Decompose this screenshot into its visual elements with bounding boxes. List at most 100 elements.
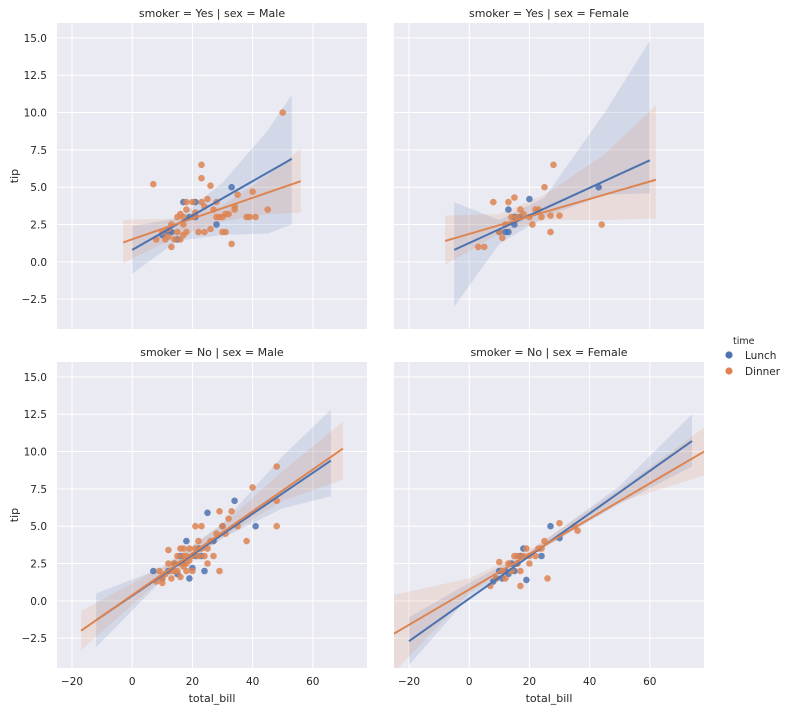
data-point-dinner (279, 109, 287, 116)
data-point-dinner (517, 582, 524, 590)
data-point-dinner (550, 161, 557, 169)
y-axis-label: tip (8, 508, 21, 522)
y-tick-label: −2.5 (22, 294, 48, 306)
y-tick-label: 7.5 (30, 145, 47, 157)
data-point-dinner (514, 552, 521, 560)
confidence-band-dinner (81, 421, 343, 651)
data-point-lunch (228, 183, 235, 191)
data-point-dinner (219, 522, 226, 530)
x-tick-label: 60 (306, 676, 319, 688)
panel-title: smoker = No | sex = Male (140, 346, 284, 359)
y-tick-label: 15.0 (24, 372, 47, 384)
panel-title: smoker = No | sex = Female (470, 346, 627, 359)
data-point-lunch (505, 228, 512, 236)
y-tick-label: 7.5 (30, 484, 47, 496)
x-tick-label: 0 (129, 676, 136, 688)
data-point-dinner (264, 206, 272, 213)
data-point-dinner (189, 198, 196, 206)
facet-panel-2: smoker = Yes | sex = Female (394, 7, 704, 329)
data-point-dinner (183, 567, 190, 575)
data-point-dinner (165, 560, 172, 567)
y-tick-label: 2.5 (30, 220, 47, 232)
regression-line-lunch (131, 157, 293, 251)
data-point-dinner (225, 210, 232, 218)
data-point-lunch (183, 537, 190, 545)
plot-area (80, 409, 344, 651)
data-point-dinner (168, 243, 175, 251)
panel-title: smoker = Yes | sex = Male (139, 7, 285, 20)
data-point-dinner (195, 552, 202, 560)
data-point-dinner (529, 221, 536, 228)
data-point-lunch (186, 575, 193, 582)
regression-line-dinner (394, 450, 704, 635)
data-point-dinner (499, 234, 506, 242)
data-point-dinner (249, 188, 256, 195)
confidence-band-lunch (409, 414, 692, 665)
data-point-lunch (523, 576, 530, 584)
x-tick-label: 0 (466, 676, 473, 688)
x-tick-label: −20 (398, 676, 420, 688)
data-point-dinner (475, 243, 482, 251)
plot-area (394, 414, 704, 668)
data-point-dinner (165, 233, 172, 240)
data-point-dinner (234, 191, 241, 198)
data-point-dinner (225, 515, 232, 522)
y-tick-label: 5.0 (30, 521, 47, 533)
x-tick-label: 40 (246, 676, 259, 688)
data-point-lunch (538, 552, 545, 560)
data-point-lunch (252, 522, 259, 530)
data-point-dinner (171, 236, 178, 243)
data-point-dinner (165, 546, 172, 554)
data-point-dinner (252, 213, 259, 221)
y-tick-label: 5.0 (30, 182, 47, 194)
panel-background (394, 23, 704, 329)
data-point-dinner (204, 195, 211, 203)
data-point-dinner (574, 527, 581, 534)
data-point-dinner (207, 182, 214, 189)
y-tick-label: 10.0 (24, 108, 47, 120)
data-point-dinner (204, 545, 211, 552)
regression-line-dinner (122, 180, 302, 244)
legend-label-lunch: Lunch (745, 350, 776, 362)
data-point-dinner (174, 552, 181, 560)
data-point-dinner (207, 225, 214, 233)
data-point-dinner (201, 552, 208, 560)
plot-area (444, 40, 657, 307)
data-point-dinner (532, 552, 539, 560)
data-point-lunch (231, 497, 238, 505)
data-point-dinner (198, 174, 205, 182)
data-point-dinner (541, 537, 548, 545)
data-point-dinner (180, 545, 187, 552)
panel-title: smoker = Yes | sex = Female (469, 7, 629, 20)
data-point-dinner (547, 212, 554, 219)
panel-background (394, 362, 704, 668)
data-point-dinner (526, 560, 533, 567)
confidence-band-lunch (96, 409, 331, 648)
legend-marker-dinner (725, 367, 733, 375)
data-point-dinner (183, 228, 190, 236)
data-point-dinner (243, 537, 250, 545)
legend-title: time (733, 336, 755, 347)
data-point-dinner (186, 545, 193, 552)
data-point-dinner (210, 552, 217, 560)
data-point-dinner (538, 213, 545, 221)
legend: time Lunch Dinner (725, 336, 781, 378)
facet-panel-1: smoker = Yes | sex = Male −2.5 0.0 2.5 5.0 7.… (8, 7, 367, 329)
regression-line-lunch (453, 159, 651, 251)
data-point-dinner (204, 560, 211, 567)
data-point-dinner (177, 573, 184, 581)
facet-panel-4: smoker = No | sex = Female −20 0 20 40 60 tota… (394, 346, 704, 705)
data-point-dinner (598, 221, 605, 228)
data-point-dinner (556, 519, 563, 527)
panel-background (57, 23, 367, 329)
data-point-dinner (168, 575, 175, 582)
data-point-dinner (517, 567, 524, 575)
data-point-dinner (174, 228, 181, 236)
data-point-dinner (547, 228, 554, 236)
data-point-dinner (195, 537, 202, 545)
data-point-dinner (490, 198, 497, 206)
data-point-dinner (541, 183, 548, 191)
data-point-dinner (505, 198, 512, 206)
data-point-dinner (544, 575, 551, 582)
